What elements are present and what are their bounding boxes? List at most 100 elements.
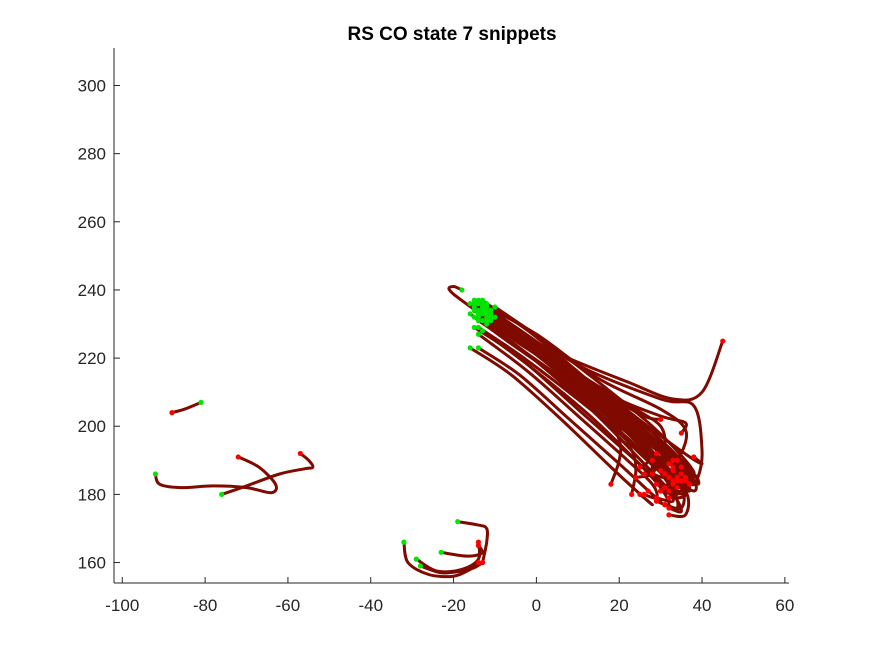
snippet-end-marker bbox=[475, 559, 482, 566]
snippet-line bbox=[481, 312, 688, 435]
chart-title: RS CO state 7 snippets bbox=[347, 24, 556, 45]
snippet-end-marker bbox=[670, 457, 676, 463]
snippet-end-marker bbox=[475, 542, 482, 549]
snippet-start-marker bbox=[459, 287, 465, 293]
snippet-start-marker bbox=[475, 300, 482, 307]
snippet-line bbox=[456, 520, 489, 565]
y-tick-label: 300 bbox=[78, 76, 106, 95]
snippet-start-marker bbox=[438, 549, 444, 555]
x-tick-label: -40 bbox=[358, 596, 383, 615]
x-tick-label: 20 bbox=[610, 596, 629, 615]
x-tick-label: -80 bbox=[193, 596, 218, 615]
snippet-start-marker bbox=[479, 304, 486, 310]
snippet-end-marker bbox=[666, 505, 672, 511]
snippet-start-marker bbox=[471, 300, 477, 307]
snippet-end-marker bbox=[637, 491, 643, 498]
snippet-start-marker bbox=[475, 331, 482, 337]
snippet-start-marker bbox=[492, 304, 498, 310]
snippet-end-marker bbox=[678, 471, 684, 477]
x-tick-label: -60 bbox=[276, 596, 301, 615]
snippet-end-marker bbox=[658, 467, 664, 474]
y-tick-label: 260 bbox=[78, 213, 106, 232]
snippet-end-marker bbox=[687, 481, 693, 487]
snippet-end-marker bbox=[666, 488, 672, 494]
snippet-end-marker bbox=[645, 488, 651, 494]
y-tick-label: 240 bbox=[78, 281, 106, 300]
snippet-end-marker bbox=[662, 471, 668, 477]
snippet-end-marker bbox=[666, 512, 672, 518]
snippet-end-marker bbox=[720, 338, 726, 344]
snippet-end-marker bbox=[666, 495, 672, 501]
x-tick-label: 60 bbox=[775, 596, 794, 615]
snippet-line bbox=[485, 319, 696, 487]
snippet-end-marker bbox=[674, 457, 680, 463]
snippet-end-marker bbox=[670, 481, 676, 487]
snippet-start-marker bbox=[152, 471, 159, 477]
snippet-start-marker bbox=[401, 539, 407, 545]
snippet-line bbox=[485, 305, 689, 462]
snippet-end-marker bbox=[633, 474, 639, 480]
snippet-start-marker bbox=[479, 318, 486, 324]
snippet-start-marker bbox=[475, 311, 482, 317]
snippet-end-marker bbox=[637, 464, 643, 470]
snippet-line bbox=[220, 452, 315, 496]
snippet-end-marker bbox=[666, 474, 672, 480]
snippet-start-marker bbox=[471, 314, 477, 320]
snippet-line bbox=[153, 455, 278, 495]
series-lines bbox=[153, 285, 725, 579]
y-tick-label: 280 bbox=[78, 145, 106, 164]
snippet-start-marker bbox=[475, 324, 482, 331]
snippet-end-marker bbox=[658, 488, 664, 494]
snippet-start-marker bbox=[198, 399, 204, 405]
snippet-end-marker bbox=[479, 559, 486, 566]
snippet-end-marker bbox=[169, 410, 175, 416]
snippet-end-marker bbox=[666, 461, 672, 467]
endpoint-markers bbox=[152, 287, 726, 569]
snippet-end-marker bbox=[641, 471, 647, 477]
snippet-start-marker bbox=[475, 345, 482, 351]
snippet-end-marker bbox=[629, 491, 635, 498]
snippet-start-marker bbox=[488, 307, 494, 313]
snippet-start-marker bbox=[467, 345, 473, 351]
snippet-line bbox=[439, 544, 485, 558]
axes: -100 -80 -60 -40 -20 0 20 40 60 160 180 200 220 240 26… bbox=[78, 48, 794, 615]
snippet-start-marker bbox=[484, 311, 490, 317]
snippet-end-marker bbox=[641, 491, 647, 498]
snippet-end-marker bbox=[653, 450, 660, 457]
snippet-start-marker bbox=[479, 311, 486, 317]
x-tick-label: -100 bbox=[105, 596, 139, 615]
snippet-start-marker bbox=[417, 563, 424, 569]
snippet-end-marker bbox=[658, 416, 664, 423]
x-tick-label: 40 bbox=[693, 596, 712, 615]
snippet-end-marker bbox=[682, 474, 689, 480]
snippet-end-marker bbox=[653, 498, 660, 504]
snippet-start-marker bbox=[467, 311, 473, 317]
snippet-start-marker bbox=[484, 318, 490, 324]
snippet-end-marker bbox=[649, 471, 655, 477]
y-tick-label: 180 bbox=[78, 485, 106, 504]
snippet-line bbox=[489, 315, 725, 402]
snippet-end-marker bbox=[662, 502, 668, 508]
snippet-end-marker bbox=[678, 430, 684, 436]
y-tick-label: 220 bbox=[78, 349, 106, 368]
snippet-start-marker bbox=[484, 300, 490, 307]
snippet-end-marker bbox=[649, 457, 655, 463]
snippet-start-marker bbox=[471, 324, 477, 331]
snippet-start-marker bbox=[479, 328, 486, 334]
snippet-start-marker bbox=[475, 318, 482, 324]
snippet-end-marker bbox=[235, 454, 241, 460]
snippet-line bbox=[418, 561, 485, 575]
snippet-end-marker bbox=[674, 478, 680, 484]
snippet-line bbox=[468, 346, 654, 507]
snippet-end-marker bbox=[297, 450, 303, 457]
snippet-end-marker bbox=[674, 484, 680, 491]
snippet-end-marker bbox=[678, 478, 684, 484]
y-tick-label: 160 bbox=[78, 554, 106, 573]
snippet-line bbox=[170, 400, 203, 415]
snippet-start-marker bbox=[219, 491, 225, 498]
snippet-end-marker bbox=[678, 464, 684, 470]
x-tick-label: -20 bbox=[441, 596, 466, 615]
snippet-end-marker bbox=[662, 484, 668, 491]
snippet-start-marker bbox=[467, 300, 473, 307]
